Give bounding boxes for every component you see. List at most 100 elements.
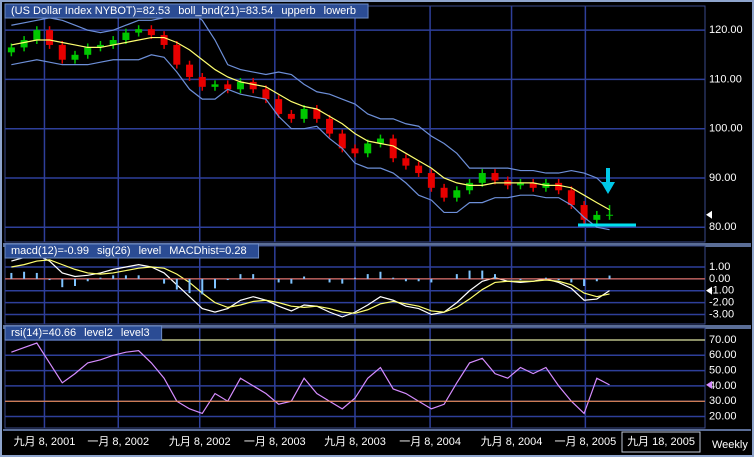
candle-body <box>427 173 435 188</box>
candle-body <box>606 214 614 216</box>
candle-body <box>262 89 270 100</box>
candle-body <box>249 81 257 90</box>
legend-entry: lowerb <box>324 5 356 17</box>
y-tick-label: 120.00 <box>709 24 743 36</box>
candle-body <box>567 190 575 206</box>
candle-body <box>236 81 244 90</box>
candle-body <box>71 54 79 60</box>
candle-body <box>58 44 66 60</box>
candle-body <box>376 138 384 144</box>
legend-entry: macd(12)=-0.99 <box>11 245 89 257</box>
current-value-marker <box>706 380 712 389</box>
x-tick-label: 九月 8, 2002 <box>169 435 231 448</box>
candle-body <box>275 99 283 114</box>
candle-body <box>224 84 232 90</box>
candle-body <box>555 182 563 191</box>
x-tick-label: 一月 8, 2003 <box>244 436 306 448</box>
candle-body <box>287 113 295 119</box>
candle-body <box>491 173 499 181</box>
y-tick-label: 50.00 <box>709 364 737 376</box>
candle-body <box>415 165 423 174</box>
candle-body <box>46 30 54 45</box>
candle-body <box>300 108 308 119</box>
panel-divider <box>3 429 751 431</box>
y-tick-label: -3.00 <box>709 308 734 320</box>
x-tick-label: 九月 8, 2004 <box>481 435 543 448</box>
candle-body <box>7 47 15 53</box>
y-tick-label: 1.00 <box>709 261 730 273</box>
series-line <box>11 54 610 231</box>
y-tick-label: 80.00 <box>709 221 737 233</box>
y-tick-label: 110.00 <box>709 73 742 85</box>
legend-entry: MACDhist=0.28 <box>169 245 246 257</box>
cursor-date-box <box>621 431 701 453</box>
candle-body <box>135 29 143 33</box>
candle-body <box>33 30 41 41</box>
y-tick-label: 0.00 <box>709 273 730 285</box>
y-tick-label: -2.00 <box>709 297 734 309</box>
candle-body <box>364 143 372 154</box>
legend-entry: boll_bnd(21)=83.54 <box>178 5 273 17</box>
candle-body <box>109 40 117 45</box>
legend-entry: level3 <box>121 327 150 339</box>
panel-divider <box>3 243 751 247</box>
series-line <box>11 259 610 314</box>
y-tick-label: 70.00 <box>709 334 737 346</box>
legend-tab <box>4 243 260 259</box>
candle-body <box>351 148 359 154</box>
legend-entry: level <box>139 245 162 257</box>
candle-body <box>198 76 206 87</box>
legend-entry: upperb <box>281 5 315 17</box>
y-tick-label: 30.00 <box>709 395 737 407</box>
candle-body <box>96 44 104 48</box>
candle-body <box>478 173 486 183</box>
candle-body <box>186 64 194 77</box>
y-tick-label: 20.00 <box>709 410 737 422</box>
series-line <box>11 342 610 415</box>
candle-body <box>20 40 28 48</box>
candle-body <box>516 182 524 186</box>
candle-body <box>593 214 601 220</box>
candle-body <box>389 138 397 159</box>
candle-body <box>466 182 474 191</box>
x-tick-label: 九月 8, 2003 <box>324 435 386 448</box>
legend-tab <box>4 3 369 19</box>
legend-entry: (US Dollar Index NYBOT)=82.53 <box>11 5 170 17</box>
candle-body <box>160 35 168 45</box>
y-tick-label: -1.00 <box>709 285 734 297</box>
current-value-marker <box>706 210 712 219</box>
y-tick-label: 60.00 <box>709 349 737 361</box>
candle-body <box>529 182 537 188</box>
candle-body <box>402 158 410 166</box>
x-tick-label: 一月 8, 2004 <box>399 436 461 448</box>
x-tick-label: 九月 8, 2001 <box>14 435 76 448</box>
series-line <box>11 9 610 191</box>
cursor-date: 九月 18, 2005 <box>627 435 695 448</box>
arrow <box>601 168 615 194</box>
period: Weekly <box>712 439 748 451</box>
panel-divider <box>3 325 751 329</box>
candle-body <box>326 118 334 134</box>
candle-body <box>211 84 219 87</box>
candle-body <box>440 187 448 198</box>
annotation <box>578 168 636 227</box>
legend-entry: level2 <box>84 327 113 339</box>
candle-body <box>173 44 181 65</box>
legend-tab <box>4 325 163 341</box>
candle-body <box>453 190 461 198</box>
series-line <box>11 36 610 211</box>
candle-body <box>147 29 155 36</box>
y-tick-label: 100.00 <box>709 123 743 135</box>
x-tick-label: 一月 8, 2002 <box>87 436 149 448</box>
y-tick-label: 40.00 <box>709 380 737 392</box>
candle-body <box>84 47 92 55</box>
y-tick-label: 90.00 <box>709 172 737 184</box>
current-value-marker <box>706 286 712 295</box>
candle-body <box>313 108 321 119</box>
x-tick-label: 一月 8, 2005 <box>554 436 616 448</box>
candle-body <box>122 32 130 41</box>
candle-body <box>580 205 588 220</box>
legend-entry: sig(26) <box>97 245 131 257</box>
candle-body <box>338 133 346 149</box>
